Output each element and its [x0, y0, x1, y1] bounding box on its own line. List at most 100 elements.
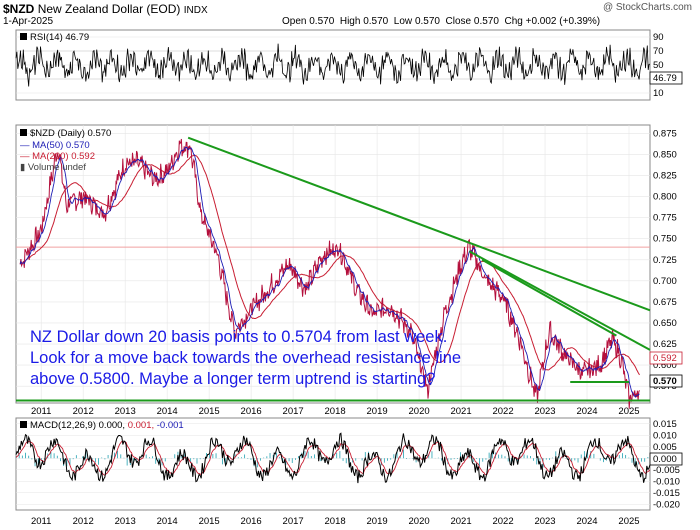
year-label: 2025: [618, 516, 639, 527]
macd-tick-label: 0.005: [653, 442, 677, 453]
price-grid: [16, 125, 650, 403]
rsi-current-tag: 46.79: [649, 71, 683, 85]
year-label: 2011: [31, 406, 51, 417]
price-tick-label: 0.725: [653, 255, 677, 266]
year-label: 2012: [73, 406, 94, 417]
macd-current-tag: 0.000: [649, 452, 683, 466]
ma200-tag: 0.592: [649, 351, 683, 365]
year-label: 2019: [367, 516, 388, 527]
price-tick-label: 0.650: [653, 318, 677, 329]
chart-symbol-title: $NZD New Zealand Dollar (EOD) INDX: [3, 2, 208, 16]
macd-current-box: [649, 452, 683, 466]
price-legend-text: $NZD (Daily) 0.570: [30, 128, 111, 139]
price-line: [19, 138, 640, 409]
ma200-line: [19, 154, 640, 376]
change-label: Chg: [504, 16, 523, 27]
open-value: 0.570: [309, 16, 335, 27]
rsi-legend-text: RSI(14) 46.79: [30, 32, 89, 43]
price-tick-label: 0.600: [653, 360, 677, 371]
copyright: @ StockCharts.com: [602, 2, 692, 13]
year-label: 2012: [73, 516, 94, 527]
price-tag: 0.570: [649, 374, 683, 388]
price-tick-label: 0.825: [653, 171, 677, 182]
close-value: 0.570: [473, 16, 499, 27]
exchange: INDX: [183, 5, 208, 16]
ohlc-summary: Open 0.570 High 0.570 Low 0.570 Close 0.…: [282, 16, 600, 27]
price-tick-label: 0.850: [653, 149, 677, 160]
macd-signal-line: [15, 440, 651, 476]
rsi-tick-label: 50: [653, 60, 664, 71]
rsi-line: [15, 43, 651, 87]
macd-tick-label: -0.020: [653, 499, 680, 510]
year-label: 2024: [576, 406, 597, 417]
year-label: 2021: [450, 406, 471, 417]
year-label: 2018: [325, 406, 346, 417]
high-value: 0.570: [363, 16, 389, 27]
year-label: 2014: [157, 406, 178, 417]
year-label: 2018: [325, 516, 346, 527]
macd-tick-label: 0.010: [653, 430, 677, 441]
price-tick-label: 0.775: [653, 213, 677, 224]
ma50-legend-text: — MA(50) 0.570: [20, 140, 90, 151]
price-tick-label: 0.700: [653, 276, 677, 287]
macd-legend-text: MACD(12,26,9) 0.000, 0.001, -0.001: [30, 420, 184, 431]
macd-current-value: 0.000: [653, 454, 677, 465]
year-label: 2017: [283, 406, 304, 417]
macd-tick-label: -0.005: [653, 465, 680, 476]
high-label: High: [339, 16, 361, 27]
year-label: 2023: [534, 406, 555, 417]
year-label: 2024: [576, 516, 597, 527]
symbol: $NZD: [3, 2, 35, 16]
year-label: 2015: [199, 516, 220, 527]
price-legend: $NZD (Daily) 0.570 — MA(50) 0.570 — MA(2…: [20, 128, 111, 173]
macd-tick-label: -0.010: [653, 476, 680, 487]
close-label: Close: [445, 16, 472, 27]
year-label: 2019: [367, 406, 388, 417]
price-tick-label: 0.800: [653, 192, 677, 203]
year-label: 2023: [534, 516, 555, 527]
macd-tick-label: 0.015: [653, 419, 677, 430]
rsi-current-value: 46.79: [653, 73, 677, 84]
open-label: Open: [282, 16, 307, 27]
ma200-tag-box: [649, 351, 683, 365]
annotation-line-2: Look for a move back towards the overhea…: [30, 349, 462, 367]
price-tick-label: 0.675: [653, 297, 677, 308]
year-label: 2021: [450, 516, 471, 527]
price-tick-label: 0.875: [653, 128, 677, 139]
trendlines: [16, 136, 651, 402]
trendline: [468, 250, 651, 351]
year-label: 2022: [492, 406, 513, 417]
price-tick-label: 0.625: [653, 339, 677, 350]
volume-legend-text: ▮ Volume undef: [20, 162, 86, 173]
low-label: Low: [393, 16, 413, 27]
trendline: [187, 136, 651, 312]
x-axis-years-upper: 2011 2012 2013 2014 2015 2016 2017 2018 2019 2020…: [31, 406, 640, 417]
year-label: 2022: [492, 516, 513, 527]
macd-tick-label: -0.015: [653, 488, 680, 499]
year-label: 2014: [157, 516, 178, 527]
ma200-tag-value: 0.592: [653, 353, 677, 364]
x-axis-years-lower: 2011 2012 2013 2014 2015 2016 2017 2018 2019 2020…: [31, 516, 640, 527]
year-label: 2017: [283, 516, 304, 527]
annotation-line-1: NZ Dollar down 20 basis points to 0.5704…: [30, 328, 448, 346]
annotation-line-3: above 0.5800. Maybe a longer term uptren…: [30, 370, 436, 388]
ma200-legend-text: — MA(200) 0.592: [20, 151, 95, 162]
year-label: 2013: [115, 406, 136, 417]
chart-annotation: NZ Dollar down 20 basis points to 0.5704…: [30, 327, 461, 390]
macd-line: [15, 432, 651, 484]
price-tag-value: 0.570: [653, 376, 677, 387]
price-legend-swatch: [20, 129, 27, 136]
macd-legend-swatch: [20, 421, 27, 428]
year-label: 2016: [241, 406, 262, 417]
ma50-line: [19, 146, 640, 398]
macd-grid: [16, 423, 650, 505]
rsi-legend: RSI(14) 46.79: [20, 32, 89, 43]
year-label: 2013: [115, 516, 136, 527]
year-label: 2015: [199, 406, 220, 417]
price-tick-label: 0.750: [653, 234, 677, 245]
rsi-tick-label: 90: [653, 32, 664, 43]
rsi-grid: [16, 36, 650, 94]
macd-panel-frame: [15, 417, 651, 511]
rsi-legend-swatch: [20, 33, 27, 40]
